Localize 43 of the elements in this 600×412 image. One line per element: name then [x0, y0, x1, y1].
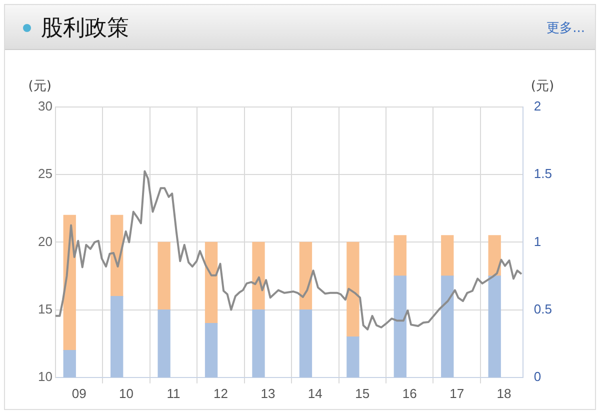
x-tick-label: 18 — [496, 386, 512, 401]
x-tick-label: 12 — [213, 386, 228, 401]
y2-tick-label: 1.5 — [534, 166, 552, 182]
text: 更多... — [546, 20, 585, 37]
y2-tick-label: 0.5 — [534, 301, 552, 316]
bar — [394, 235, 406, 276]
y2-tick-label: 0 — [534, 368, 542, 384]
y-tick-label: 25 — [38, 166, 52, 182]
y2-tick-label: 2 — [534, 98, 542, 114]
bar — [346, 242, 360, 338]
x-tick-label: 16 — [402, 386, 417, 401]
bar — [204, 322, 218, 378]
bar — [441, 276, 454, 378]
y2-axis-title: (元) — [530, 78, 554, 94]
x-tick-label: 10 — [119, 386, 134, 401]
bar — [158, 309, 170, 378]
chart-title: 股利政策 — [41, 15, 129, 43]
y-axis-title: (元) — [28, 78, 52, 94]
bar — [63, 350, 76, 378]
bar — [252, 309, 265, 378]
y-tick-label: 30 — [38, 98, 52, 114]
bar — [394, 276, 406, 378]
y-tick-label: 15 — [38, 301, 52, 316]
bar — [488, 276, 501, 378]
bar — [488, 235, 501, 276]
x-tick-label: 15 — [355, 386, 370, 401]
x-tick-label: 13 — [260, 386, 276, 401]
bar — [204, 242, 218, 324]
bar — [299, 242, 312, 310]
bar — [158, 242, 170, 310]
bar — [299, 309, 312, 378]
bar — [441, 235, 454, 276]
x-tick-label: 14 — [308, 386, 322, 401]
bar — [110, 214, 124, 297]
x-tick-label: 17 — [450, 386, 464, 401]
y-tick-label: 10 — [38, 368, 52, 384]
x-tick-label: 11 — [166, 386, 180, 401]
y2-tick-label: 1 — [534, 234, 542, 249]
bar — [346, 336, 360, 378]
bar — [252, 242, 265, 310]
y-tick-label: 20 — [38, 234, 52, 249]
x-tick-label: 09 — [72, 386, 86, 401]
bar — [110, 296, 124, 378]
